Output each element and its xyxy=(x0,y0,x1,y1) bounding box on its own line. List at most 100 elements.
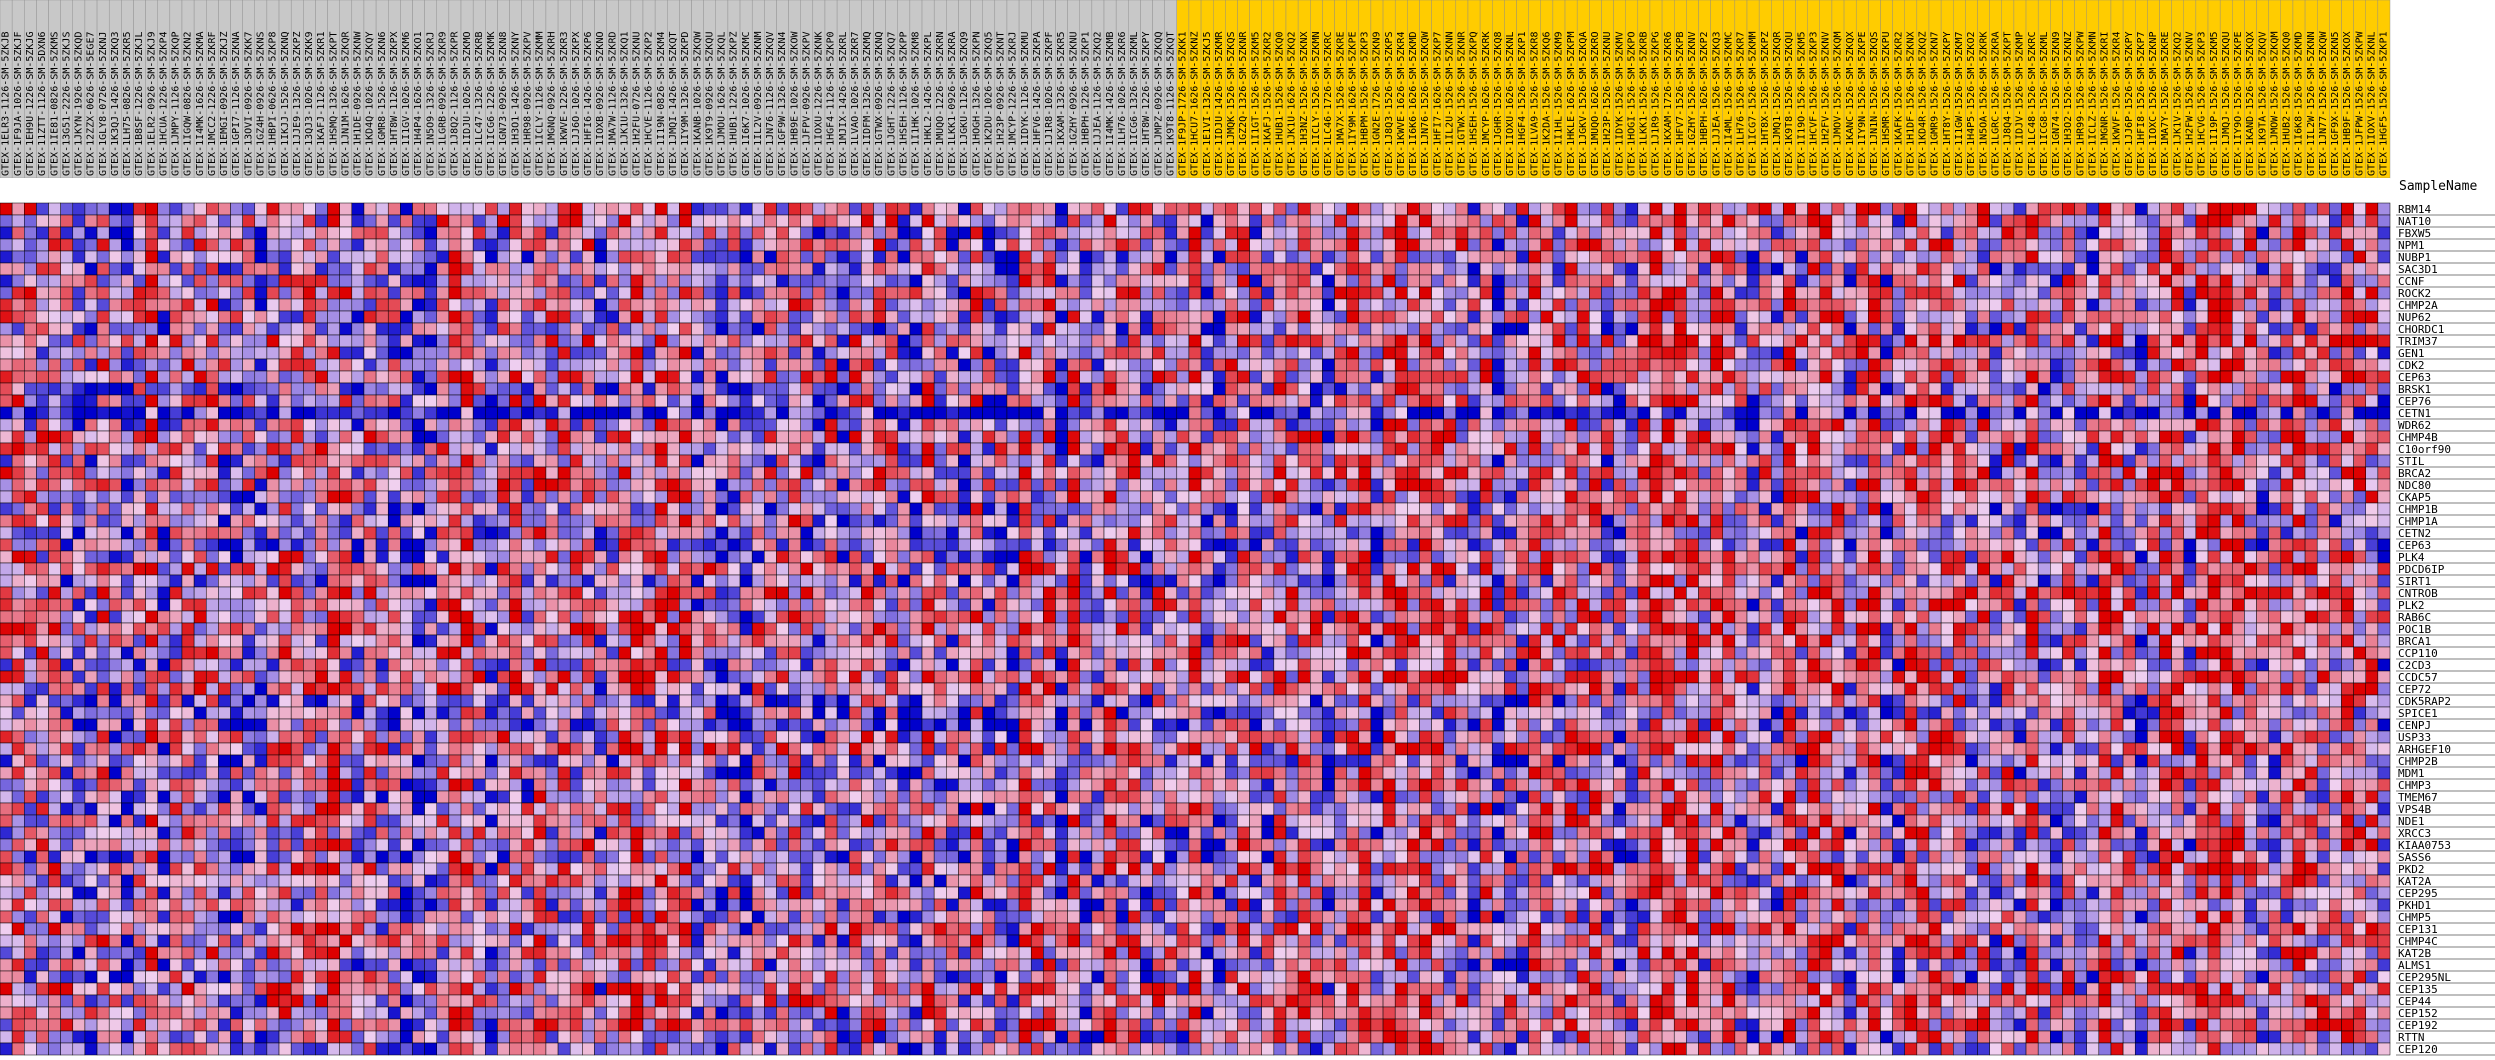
heatmap-cell xyxy=(1103,226,1117,240)
heatmap-cell xyxy=(1613,262,1626,276)
heatmap-cell xyxy=(2147,370,2160,384)
heatmap-cell xyxy=(108,382,122,396)
heatmap-cell xyxy=(1103,298,1117,312)
heatmap-cell xyxy=(958,454,971,468)
heatmap-cell xyxy=(1188,226,1202,240)
heatmap-cell xyxy=(727,286,741,300)
heatmap-cell xyxy=(0,466,13,480)
heatmap-cell xyxy=(1843,298,1857,312)
heatmap-cell xyxy=(2086,406,2100,420)
heatmap-cell xyxy=(569,454,583,468)
heatmap-cell xyxy=(1965,226,1978,240)
heatmap-cell xyxy=(958,346,971,360)
heatmap-cell xyxy=(2074,370,2087,384)
heatmap-cell xyxy=(1394,358,1408,372)
sample-name-label: GTEX-1HFV7-1526-SM-5ZKPB xyxy=(1675,32,1686,177)
sample-name-label: GTEX-1HBPM-1526-SM-5ZKP3 xyxy=(1360,32,1371,177)
heatmap-cell xyxy=(133,202,146,216)
heatmap-cell xyxy=(642,454,656,468)
heatmap-cell xyxy=(2292,310,2306,324)
heatmap-cell xyxy=(1673,286,1687,300)
heatmap-cell xyxy=(1637,214,1651,228)
heatmap-cell xyxy=(1807,202,1821,216)
heatmap-cell xyxy=(679,226,692,240)
heatmap-cell xyxy=(1807,274,1821,288)
heatmap-cell xyxy=(1443,418,1457,432)
heatmap-cell xyxy=(84,214,98,228)
heatmap-cell xyxy=(2098,358,2112,372)
heatmap-cell xyxy=(1686,442,1699,456)
heatmap-cell xyxy=(1200,406,1214,420)
heatmap-cell xyxy=(1467,358,1481,372)
heatmap-cell xyxy=(1977,298,1990,312)
heatmap-cell xyxy=(1297,442,1311,456)
heatmap-cell xyxy=(751,286,765,300)
heatmap-cell xyxy=(24,454,37,468)
heatmap-cell xyxy=(1855,346,1869,360)
heatmap-cell xyxy=(2341,226,2354,240)
heatmap-cell xyxy=(1043,238,1056,252)
heatmap-cell xyxy=(776,430,789,444)
heatmap-cell xyxy=(521,418,535,432)
heatmap-cell xyxy=(873,454,886,468)
heatmap-cell xyxy=(703,406,717,420)
heatmap-cell xyxy=(873,382,886,396)
heatmap-cell xyxy=(48,346,61,360)
heatmap-cell xyxy=(715,298,729,312)
heatmap-cell xyxy=(48,286,61,300)
heatmap-cell xyxy=(1479,262,1493,276)
heatmap-cell xyxy=(157,454,171,468)
heatmap-cell xyxy=(2183,382,2197,396)
heatmap-cell xyxy=(1589,274,1602,288)
heatmap-cell xyxy=(2122,274,2136,288)
heatmap-cell xyxy=(2159,322,2172,336)
heatmap-cell xyxy=(1310,310,1323,324)
heatmap-cell xyxy=(2232,382,2245,396)
heatmap-cell xyxy=(2268,298,2282,312)
heatmap-cell xyxy=(266,250,280,264)
heatmap-cell xyxy=(1225,442,1238,456)
heatmap-cell xyxy=(1491,298,1505,312)
heatmap-cell xyxy=(982,262,996,276)
heatmap-cell xyxy=(2183,250,2197,264)
heatmap-cell xyxy=(1467,250,1481,264)
heatmap-cell xyxy=(630,442,644,456)
heatmap-cell xyxy=(667,442,680,456)
heatmap-cell xyxy=(642,202,656,216)
heatmap-cell xyxy=(970,370,983,384)
heatmap-cell xyxy=(1783,298,1796,312)
heatmap-cell xyxy=(472,250,486,264)
heatmap-cell xyxy=(679,466,692,480)
heatmap-cell xyxy=(533,406,547,420)
heatmap-cell xyxy=(1880,238,1893,252)
heatmap-cell xyxy=(169,262,183,276)
heatmap-cell xyxy=(958,466,971,480)
sample-name-label: GTEX-1J8Q2-1126-SM-5ZKPR xyxy=(450,31,461,176)
heatmap-cell xyxy=(739,394,753,408)
heatmap-cell xyxy=(2025,334,2039,348)
heatmap-cell xyxy=(1285,334,1299,348)
heatmap-cell xyxy=(48,334,61,348)
heatmap-cell xyxy=(254,322,268,336)
heatmap-cell xyxy=(982,466,996,480)
sample-name-label: GTEX-1LH76-1526-SM-5ZKR7 xyxy=(1736,32,1747,177)
heatmap-cell xyxy=(921,358,935,372)
heatmap-cell xyxy=(2232,238,2245,252)
heatmap-cell xyxy=(1795,430,1808,444)
heatmap-cell xyxy=(2147,202,2160,216)
heatmap-cell xyxy=(861,298,874,312)
heatmap-cell xyxy=(1152,250,1165,264)
heatmap-cell xyxy=(1746,226,1760,240)
heatmap-cell xyxy=(1334,454,1347,468)
heatmap-cell xyxy=(1322,310,1335,324)
heatmap-cell xyxy=(1783,202,1796,216)
heatmap-cell xyxy=(1443,346,1457,360)
heatmap-cell xyxy=(800,358,814,372)
heatmap-cell xyxy=(2074,298,2087,312)
heatmap-cell xyxy=(1249,214,1262,228)
heatmap-cell xyxy=(2207,370,2221,384)
heatmap-cell xyxy=(2329,358,2342,372)
heatmap-cell xyxy=(2304,310,2318,324)
heatmap-cell xyxy=(1953,238,1966,252)
heatmap-cell xyxy=(1322,370,1335,384)
